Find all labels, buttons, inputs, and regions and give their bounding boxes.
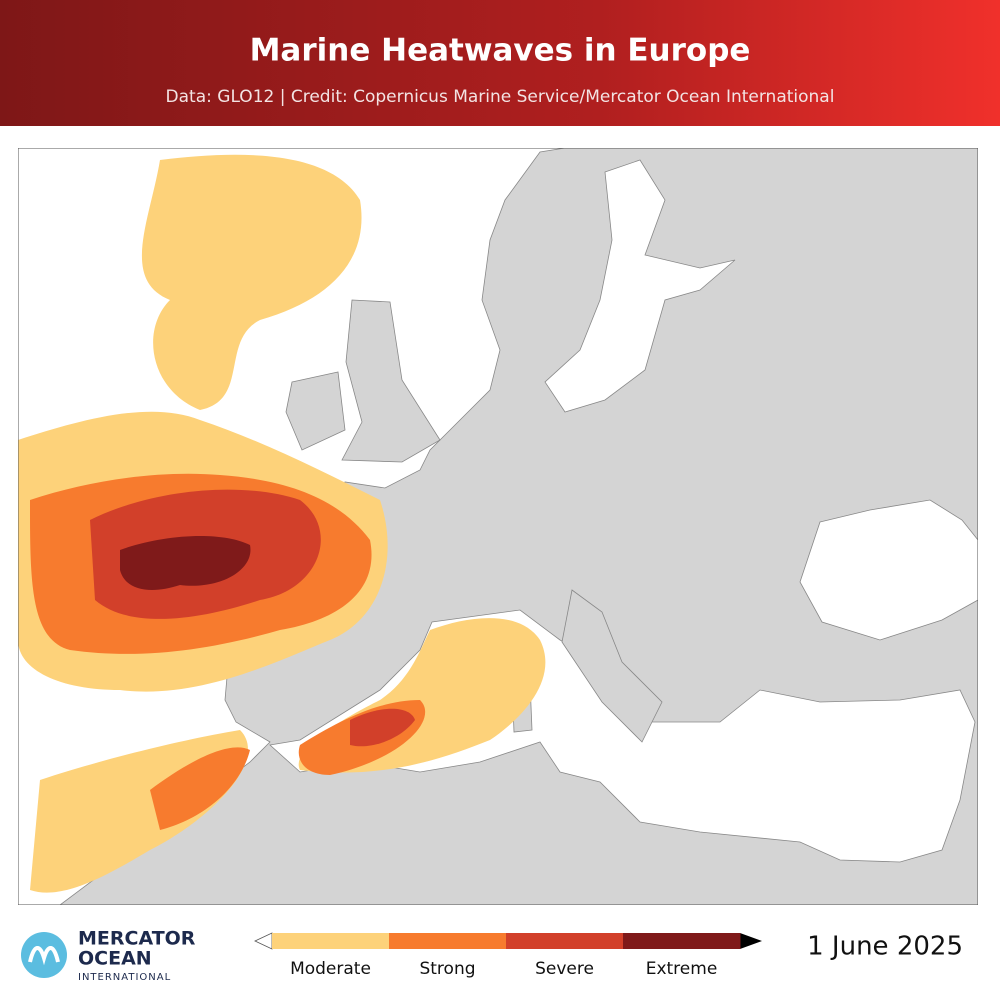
black-sea <box>799 499 978 641</box>
title: Marine Heatwaves in Europe <box>250 33 751 69</box>
legend-arrow-right <box>740 933 762 949</box>
legend-label: Severe <box>535 959 594 979</box>
header: Marine Heatwaves in Europe Data: GLO12 |… <box>0 0 1000 126</box>
legend-arrow-left <box>254 932 273 950</box>
date: 1 June 2025 <box>807 932 963 962</box>
subtitle: Data: GLO12 | Credit: Copernicus Marine … <box>166 87 835 107</box>
italy <box>561 589 663 743</box>
logo-mark <box>28 946 60 966</box>
legend-label: Extreme <box>646 959 718 979</box>
logo: MERCATOR OCEAN INTERNATIONAL <box>21 928 196 983</box>
heatwave-area <box>350 708 415 747</box>
map <box>18 148 978 905</box>
logo-line: OCEAN <box>78 948 152 970</box>
baltic <box>544 159 736 413</box>
legend-label: Moderate <box>290 959 371 979</box>
legend-swatch <box>506 933 624 949</box>
legend: Moderate Strong Severe Extreme <box>254 932 762 979</box>
header-background <box>0 0 1000 126</box>
logo-line: MERCATOR <box>78 928 196 950</box>
legend-swatch <box>623 933 741 949</box>
heatwave-areas <box>18 154 546 893</box>
heatwave-area <box>120 535 251 590</box>
legend-swatch <box>389 933 507 949</box>
ireland <box>285 371 346 451</box>
legend-label: Strong <box>419 959 475 979</box>
great-britain <box>341 299 441 463</box>
heatwave-area <box>141 154 362 410</box>
heatwave-area <box>150 747 250 830</box>
legend-swatch <box>272 933 390 949</box>
logo-line: INTERNATIONAL <box>78 972 171 983</box>
